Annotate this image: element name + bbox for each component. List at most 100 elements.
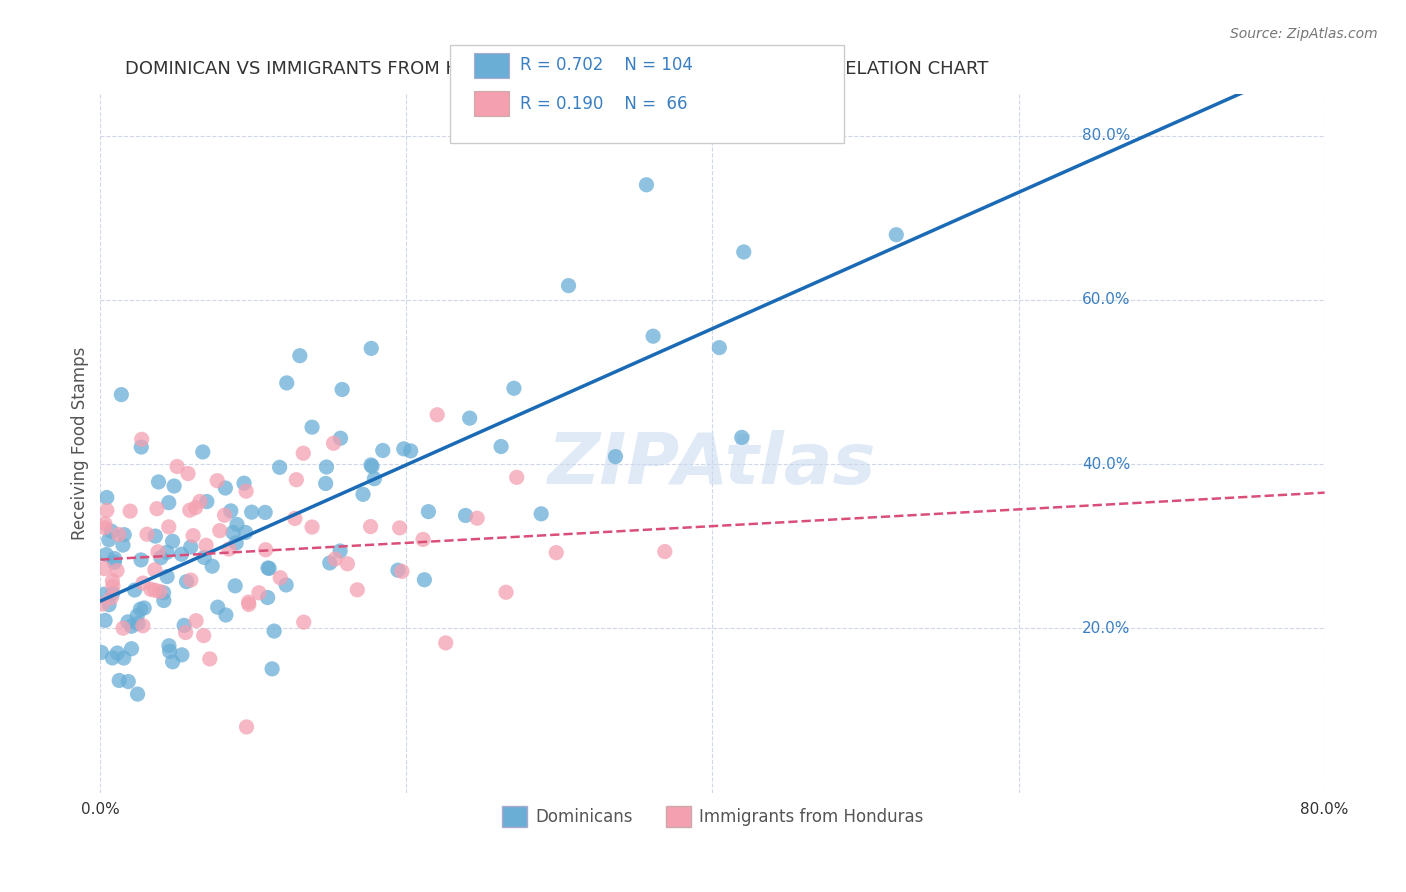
Point xyxy=(323,552,346,566)
Point xyxy=(654,544,676,558)
Text: 40.0%: 40.0% xyxy=(1083,457,1130,472)
Point xyxy=(392,442,415,456)
Point xyxy=(238,598,260,612)
Point xyxy=(205,474,228,488)
Point xyxy=(127,608,149,623)
Point xyxy=(434,636,457,650)
Point xyxy=(557,278,579,293)
Text: 20.0%: 20.0% xyxy=(1083,621,1130,636)
Point xyxy=(129,602,152,616)
Point xyxy=(225,536,247,550)
Point xyxy=(346,582,368,597)
Point xyxy=(207,600,229,615)
Point xyxy=(112,651,135,665)
Point xyxy=(195,538,218,552)
Point xyxy=(208,524,231,538)
Point xyxy=(215,607,238,622)
Point xyxy=(174,625,197,640)
Point xyxy=(709,341,731,355)
Point xyxy=(285,473,308,487)
Point xyxy=(387,563,409,577)
Point xyxy=(371,443,394,458)
Point xyxy=(143,583,166,598)
Point xyxy=(129,553,152,567)
Point xyxy=(315,460,337,475)
Point xyxy=(235,484,257,499)
Point xyxy=(105,564,128,578)
Point xyxy=(132,576,155,591)
Point xyxy=(162,655,184,669)
Point xyxy=(179,503,201,517)
Text: 60.0%: 60.0% xyxy=(1083,293,1130,307)
Point xyxy=(120,504,142,518)
Point xyxy=(269,460,291,475)
Point xyxy=(176,574,198,589)
Point xyxy=(329,544,352,558)
Point xyxy=(111,538,134,552)
Point xyxy=(96,503,118,517)
Point xyxy=(257,561,280,575)
Point xyxy=(360,519,382,533)
Point xyxy=(360,342,382,356)
Point xyxy=(94,613,117,627)
Point xyxy=(93,561,115,575)
Point xyxy=(132,619,155,633)
Point xyxy=(254,542,277,557)
Point xyxy=(495,585,517,599)
Point xyxy=(292,615,315,629)
Point xyxy=(336,557,359,571)
Point xyxy=(101,579,124,593)
Point xyxy=(218,542,240,557)
Point xyxy=(173,618,195,632)
Text: R = 0.702    N = 104: R = 0.702 N = 104 xyxy=(520,56,693,74)
Point xyxy=(166,459,188,474)
Point xyxy=(91,597,114,611)
Point xyxy=(157,496,180,510)
Point xyxy=(238,595,260,609)
Point xyxy=(363,472,385,486)
Point xyxy=(292,446,315,460)
Point xyxy=(465,511,488,525)
Point xyxy=(214,508,236,523)
Point xyxy=(530,507,553,521)
Point xyxy=(149,584,172,599)
Point xyxy=(170,547,193,561)
Point xyxy=(235,525,257,540)
Point xyxy=(257,561,280,575)
Point xyxy=(97,533,120,547)
Point xyxy=(330,383,353,397)
Point xyxy=(162,534,184,549)
Point xyxy=(276,376,298,390)
Text: ZIPAtlas: ZIPAtlas xyxy=(548,430,877,499)
Point xyxy=(418,505,440,519)
Point xyxy=(117,674,139,689)
Point xyxy=(149,550,172,565)
Point xyxy=(152,585,174,599)
Point xyxy=(360,458,382,472)
Point xyxy=(195,494,218,508)
Point xyxy=(235,720,257,734)
Point xyxy=(201,559,224,574)
Point xyxy=(157,520,180,534)
Point xyxy=(96,491,118,505)
Point xyxy=(136,527,159,541)
Point xyxy=(121,619,143,633)
Point xyxy=(108,527,131,541)
Point xyxy=(391,565,413,579)
Point xyxy=(731,430,754,444)
Point xyxy=(191,445,214,459)
Point xyxy=(180,540,202,554)
Point xyxy=(146,501,169,516)
Point xyxy=(288,349,311,363)
Text: Source: ZipAtlas.com: Source: ZipAtlas.com xyxy=(1230,27,1378,41)
Point xyxy=(240,505,263,519)
Point xyxy=(157,639,180,653)
Point xyxy=(219,504,242,518)
Point xyxy=(184,500,207,515)
Point xyxy=(256,591,278,605)
Point xyxy=(301,420,323,434)
Point xyxy=(352,487,374,501)
Point xyxy=(276,578,298,592)
Point xyxy=(103,551,125,566)
Point xyxy=(733,244,755,259)
